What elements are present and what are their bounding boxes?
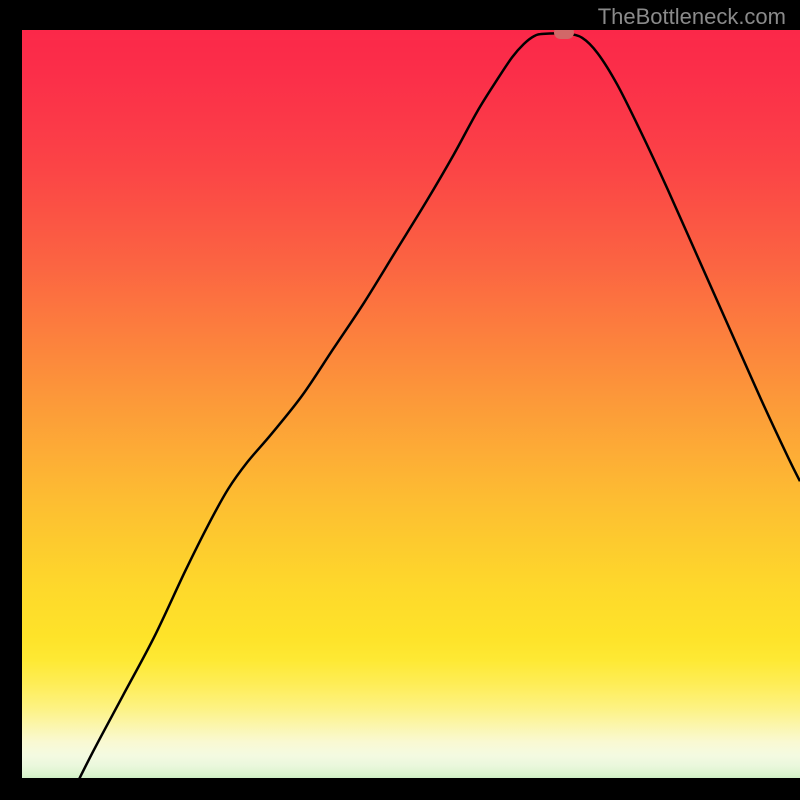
optimum-marker — [554, 30, 574, 39]
chart-container: TheBottleneck.com — [0, 0, 800, 800]
plot-area — [22, 30, 800, 778]
watermark-text: TheBottleneck.com — [598, 4, 786, 30]
bottleneck-curve — [22, 30, 800, 778]
